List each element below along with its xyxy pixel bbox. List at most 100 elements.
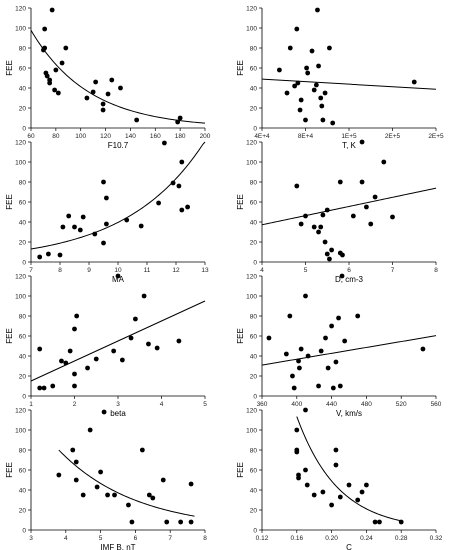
- data-point: [37, 254, 43, 260]
- x-tick-label: 60: [27, 133, 35, 140]
- y-axis-label: FEE: [5, 462, 14, 478]
- data-point: [104, 221, 109, 227]
- x-tick-label: 0.28: [395, 535, 408, 542]
- y-axis-label: FEE: [5, 194, 14, 210]
- trend-line: [58, 449, 195, 517]
- y-tick-label: 100: [15, 293, 26, 300]
- y-tick-label: 80: [19, 45, 27, 52]
- data-point: [63, 45, 69, 51]
- x-tick-label: 10: [114, 267, 122, 274]
- data-point: [329, 502, 334, 508]
- x-tick-label: 2E+5: [385, 133, 401, 140]
- y-tick-label: 100: [246, 25, 257, 32]
- y-tick-label: 40: [19, 487, 27, 494]
- data-point: [70, 447, 76, 453]
- data-point: [336, 315, 341, 321]
- data-point: [90, 89, 96, 95]
- data-point: [291, 385, 297, 391]
- y-tick-label: 120: [15, 273, 26, 280]
- y-tick-label: 60: [250, 199, 258, 206]
- y-tick-label: 120: [246, 5, 257, 12]
- data-point: [303, 293, 308, 299]
- data-point: [346, 482, 352, 488]
- data-point: [85, 365, 90, 371]
- axis-lines: [30, 276, 205, 397]
- data-point: [355, 313, 361, 319]
- data-point: [124, 217, 130, 223]
- y-tick-label: 0: [22, 393, 26, 400]
- data-point: [100, 101, 106, 107]
- axis-lines: [261, 142, 436, 263]
- data-point: [372, 519, 378, 525]
- data-point: [333, 462, 339, 468]
- data-point: [298, 97, 304, 103]
- y-tick-label: 20: [19, 105, 27, 112]
- data-point: [311, 492, 317, 498]
- data-point: [138, 223, 144, 229]
- y-tick-label: 120: [15, 5, 26, 12]
- data-point: [101, 179, 106, 185]
- data-point: [318, 224, 324, 230]
- data-point: [156, 200, 162, 206]
- data-point: [94, 484, 100, 490]
- x-tick-label: 4E+4: [254, 133, 270, 140]
- data-point: [297, 365, 302, 371]
- data-point: [294, 449, 300, 455]
- data-point: [126, 502, 131, 508]
- y-tick-label: 60: [19, 467, 27, 474]
- data-point: [283, 351, 289, 357]
- data-point: [41, 385, 47, 391]
- x-tick-label: 1: [29, 401, 33, 408]
- x-tick-label: 0.16: [290, 535, 303, 542]
- y-tick-label: 0: [22, 125, 26, 132]
- y-tick-label: 0: [253, 393, 257, 400]
- data-point: [316, 383, 321, 389]
- y-tick-label: 100: [246, 293, 257, 300]
- y-tick-label: 120: [246, 273, 257, 280]
- y-tick-label: 100: [246, 427, 257, 434]
- data-point: [179, 159, 185, 165]
- trend-line: [30, 141, 206, 250]
- data-point: [303, 467, 308, 473]
- data-point: [141, 293, 147, 299]
- data-point: [359, 139, 365, 145]
- data-point: [84, 95, 90, 101]
- x-tick-label: 480: [361, 401, 372, 408]
- x-tick-label: 8: [58, 267, 62, 274]
- x-tick-label: 440: [326, 401, 337, 408]
- x-tick-label: 11: [144, 267, 151, 274]
- data-point: [266, 335, 272, 341]
- x-tick-label: 140: [125, 133, 136, 140]
- x-tick-label: 560: [431, 401, 442, 408]
- y-tick-label: 60: [250, 65, 258, 72]
- y-tick-label: 40: [19, 85, 27, 92]
- data-point: [101, 409, 107, 415]
- data-point: [105, 91, 111, 97]
- data-point: [72, 383, 77, 389]
- data-point: [337, 179, 343, 185]
- data-point: [339, 273, 345, 279]
- data-point: [320, 489, 326, 495]
- data-point: [49, 7, 55, 13]
- x-tick-label: 100: [75, 133, 86, 140]
- data-point: [188, 519, 194, 525]
- y-tick-label: 40: [250, 353, 258, 360]
- x-axis-label: beta: [110, 409, 126, 418]
- y-tick-label: 120: [15, 407, 26, 414]
- data-point: [119, 357, 125, 363]
- y-tick-label: 40: [19, 219, 27, 226]
- y-tick-label: 80: [250, 179, 258, 186]
- data-point: [101, 240, 106, 246]
- data-point: [320, 117, 326, 123]
- data-point: [350, 213, 356, 219]
- y-axis-label: FEE: [5, 60, 14, 76]
- data-point: [42, 45, 48, 51]
- y-tick-label: 0: [253, 259, 257, 266]
- data-point: [327, 45, 332, 51]
- y-tick-label: 20: [250, 105, 258, 112]
- axis-lines: [261, 8, 436, 129]
- x-tick-label: 8E+4: [298, 133, 314, 140]
- y-tick-label: 20: [19, 373, 27, 380]
- data-point: [46, 251, 51, 257]
